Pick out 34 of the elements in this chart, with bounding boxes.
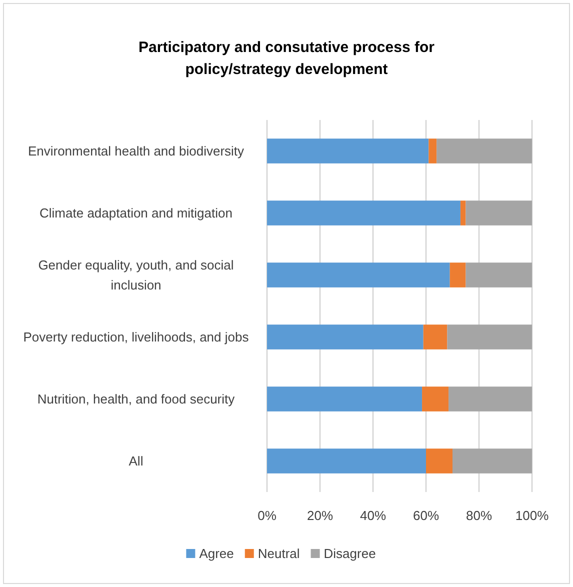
bar <box>267 200 460 226</box>
x-tick-label: 60% <box>412 508 440 523</box>
bar <box>426 448 452 474</box>
bar <box>447 324 532 350</box>
legend-label: Neutral <box>258 546 300 561</box>
y-tick-label: Poverty reduction, livelihoods, and jobs <box>23 330 250 344</box>
y-tick-label: Nutrition, health, and food security <box>37 392 236 406</box>
bar <box>267 386 422 412</box>
chart-title: Participatory and consutative process for policy/strategy development <box>138 39 435 78</box>
bar <box>452 448 532 474</box>
legend-label: Disagree <box>324 546 376 561</box>
y-tick-label: All <box>128 454 144 468</box>
x-tick-label: 80% <box>466 508 492 523</box>
bar <box>450 262 466 288</box>
bar <box>267 262 450 288</box>
bar <box>267 448 426 474</box>
y-tick-label: Environmental health and biodiversity <box>28 144 245 158</box>
bar <box>466 262 532 288</box>
x-tick-label: 100% <box>515 508 550 523</box>
x-tick-label: 20% <box>306 508 334 523</box>
bar <box>436 138 532 164</box>
bar <box>423 324 448 350</box>
bar <box>267 324 424 350</box>
legend-label: Agree <box>199 546 234 561</box>
bar <box>428 138 437 164</box>
bar <box>448 386 532 412</box>
bar <box>466 200 532 226</box>
y-tick-label: Gender equality, youth, and social inclusion <box>38 258 234 292</box>
bar <box>460 200 466 226</box>
x-tick-label: 0% <box>258 508 277 523</box>
bar <box>267 138 429 164</box>
x-tick-label: 40% <box>360 508 386 523</box>
y-tick-label: Climate adaptation and mitigation <box>40 206 232 220</box>
bar <box>422 386 449 412</box>
